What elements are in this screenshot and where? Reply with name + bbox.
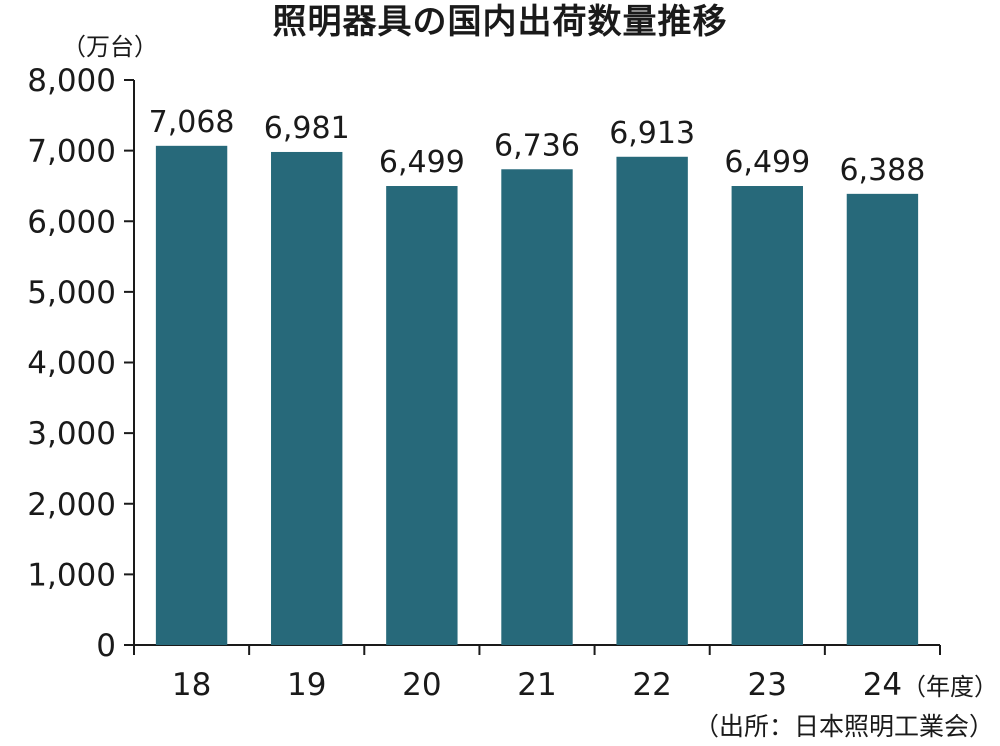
bar-21 bbox=[501, 169, 573, 645]
bar-24 bbox=[846, 193, 919, 645]
chart-title: 照明器具の国内出荷数量推移 bbox=[272, 2, 728, 42]
bar-23 bbox=[731, 186, 803, 645]
y-tick-label: 0 bbox=[96, 628, 116, 664]
data-label-19: 6,981 bbox=[264, 111, 350, 146]
x-axis-ticks: 18 19 20 21 22 23 24 bbox=[133, 645, 941, 703]
x-tick-label: 23 bbox=[748, 667, 787, 703]
x-tick-label: 21 bbox=[517, 667, 556, 703]
source-note: （出所：日本照明工業会） bbox=[694, 712, 994, 741]
x-tick-label: 22 bbox=[632, 667, 671, 703]
data-labels: 7,068 6,981 6,499 6,736 6,913 6,499 6,388 bbox=[149, 105, 926, 188]
y-tick-label: 1,000 bbox=[27, 557, 116, 593]
y-tick-label: 7,000 bbox=[27, 134, 116, 170]
data-label-23: 6,499 bbox=[724, 145, 810, 180]
data-label-24: 6,388 bbox=[839, 153, 925, 188]
y-axis-unit: （万台） bbox=[62, 33, 158, 61]
x-tick-label: 18 bbox=[172, 667, 211, 703]
y-tick-label: 4,000 bbox=[27, 346, 116, 382]
data-label-22: 6,913 bbox=[609, 116, 695, 151]
x-tick-label: 20 bbox=[402, 667, 441, 703]
bar-19 bbox=[271, 151, 343, 646]
x-axis-unit: （年度） bbox=[902, 673, 998, 701]
bar-18 bbox=[155, 145, 228, 645]
y-tick-label: 6,000 bbox=[27, 204, 116, 240]
data-label-18: 7,068 bbox=[149, 105, 235, 140]
y-axis-ticks: 0 1,000 2,000 3,000 4,000 5,000 6,000 7,000 8,00… bbox=[27, 63, 134, 664]
y-tick-label: 8,000 bbox=[27, 63, 116, 99]
bar-22 bbox=[616, 156, 688, 645]
y-tick-label: 5,000 bbox=[27, 275, 116, 311]
y-tick-label: 2,000 bbox=[27, 487, 116, 523]
y-tick-label: 3,000 bbox=[27, 416, 116, 452]
x-tick-label: 24 bbox=[863, 667, 902, 703]
bars bbox=[155, 145, 919, 646]
x-tick-label: 19 bbox=[287, 667, 326, 703]
data-label-21: 6,736 bbox=[494, 128, 580, 163]
bar-20 bbox=[386, 186, 458, 645]
data-label-20: 6,499 bbox=[379, 145, 465, 180]
